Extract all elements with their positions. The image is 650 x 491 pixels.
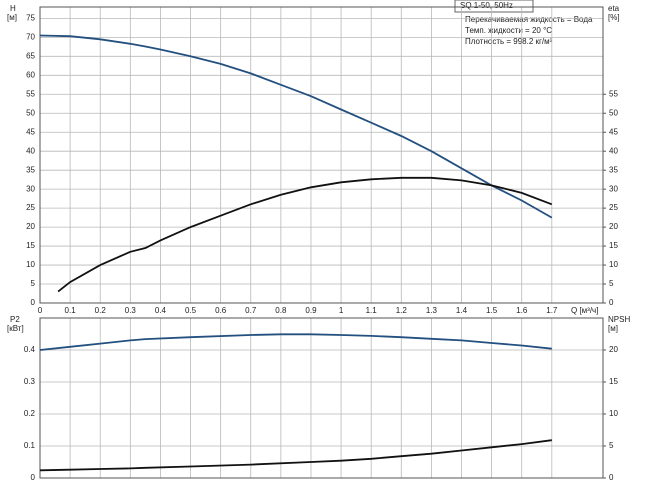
y2-tick-label: 50 [609, 108, 618, 117]
title-box [454, 0, 534, 13]
plot-frame [39, 317, 604, 479]
y-tick-label: 65 [26, 51, 35, 60]
x-tick-label: 0.1 [65, 306, 77, 315]
y-tick-label: 0 [31, 473, 36, 482]
x-tick-label: 1.5 [486, 306, 498, 315]
y2-tick-label: 10 [609, 409, 618, 418]
y2-axis-label: NPSH [608, 315, 630, 324]
x-axis-label: Q [м³/ч] [571, 306, 598, 315]
y2-tick-label: 20 [609, 345, 618, 354]
y-tick-label: 0.2 [24, 409, 36, 418]
x-tick-label: 0.2 [95, 306, 107, 315]
curve [39, 34, 553, 219]
y-tick-label: 50 [26, 108, 35, 117]
y-axis-unit: [м] [7, 13, 17, 22]
x-tick-label: 0.3 [125, 306, 137, 315]
y-tick-label: 0 [31, 298, 36, 307]
y-tick-label: 60 [26, 70, 35, 79]
y-tick-label: 70 [26, 32, 35, 41]
x-tick-label: 1.3 [426, 306, 438, 315]
plot-frame [39, 6, 604, 304]
curve [57, 176, 553, 293]
x-tick-label: 1.4 [456, 306, 468, 315]
x-tick-label: 1 [339, 306, 344, 315]
x-tick-label: 1.1 [366, 306, 378, 315]
y-axis-label: P2 [10, 315, 20, 324]
y-tick-label: 40 [26, 146, 35, 155]
y2-tick-label: 0 [609, 298, 614, 307]
curve [39, 333, 552, 351]
note: Плотность = 998.2 кг/м³ [465, 37, 553, 46]
x-tick-label: 0.5 [185, 306, 197, 315]
y2-tick-label: 55 [609, 89, 618, 98]
y-tick-label: 55 [26, 89, 35, 98]
x-tick-label: 0.4 [155, 306, 167, 315]
x-tick-label: 0 [38, 306, 43, 315]
y2-tick-label: 0 [609, 473, 614, 482]
y-tick-label: 0.4 [24, 345, 36, 354]
y-tick-label: 5 [31, 279, 36, 288]
x-tick-label: 1.7 [546, 306, 558, 315]
x-tick-label: 1.2 [396, 306, 408, 315]
y2-axis-label: eta [608, 4, 620, 13]
chart-title: SQ 1-50, 50Hz [460, 1, 513, 10]
y2-axis-unit: [м] [608, 324, 618, 333]
note: Перекачиваемая жидкость = Вода [465, 15, 593, 24]
y2-tick-label: 25 [609, 203, 618, 212]
y2-tick-label: 5 [609, 441, 614, 450]
y-tick-label: 45 [26, 127, 35, 136]
x-tick-label: 1.6 [516, 306, 528, 315]
y-tick-label: 35 [26, 165, 35, 174]
y2-tick-label: 15 [609, 241, 618, 250]
y2-tick-label: 30 [609, 184, 618, 193]
y-tick-label: 20 [26, 222, 35, 231]
y-tick-label: 75 [26, 13, 35, 22]
x-tick-label: 0.6 [215, 306, 227, 315]
y2-axis-unit: [%] [608, 13, 620, 22]
y-tick-label: 25 [26, 203, 35, 212]
y-tick-label: 10 [26, 260, 35, 269]
curve [39, 439, 552, 472]
y2-tick-label: 10 [609, 260, 618, 269]
x-tick-label: 0.8 [275, 306, 287, 315]
note: Темп. жидкости = 20 °C [465, 26, 552, 35]
y2-tick-label: 45 [609, 127, 618, 136]
y2-tick-label: 35 [609, 165, 618, 174]
y-tick-label: 30 [26, 184, 35, 193]
y-tick-label: 15 [26, 241, 35, 250]
y-axis-unit: [кВт] [7, 324, 24, 333]
y2-tick-label: 40 [609, 146, 618, 155]
x-tick-label: 0.7 [245, 306, 257, 315]
y2-tick-label: 20 [609, 222, 618, 231]
x-tick-label: 0.9 [305, 306, 317, 315]
y2-tick-label: 5 [609, 279, 614, 288]
y2-tick-label: 15 [609, 377, 618, 386]
y-tick-label: 0.1 [24, 441, 36, 450]
y-axis-label: H [10, 4, 16, 13]
y-tick-label: 0.3 [24, 377, 36, 386]
